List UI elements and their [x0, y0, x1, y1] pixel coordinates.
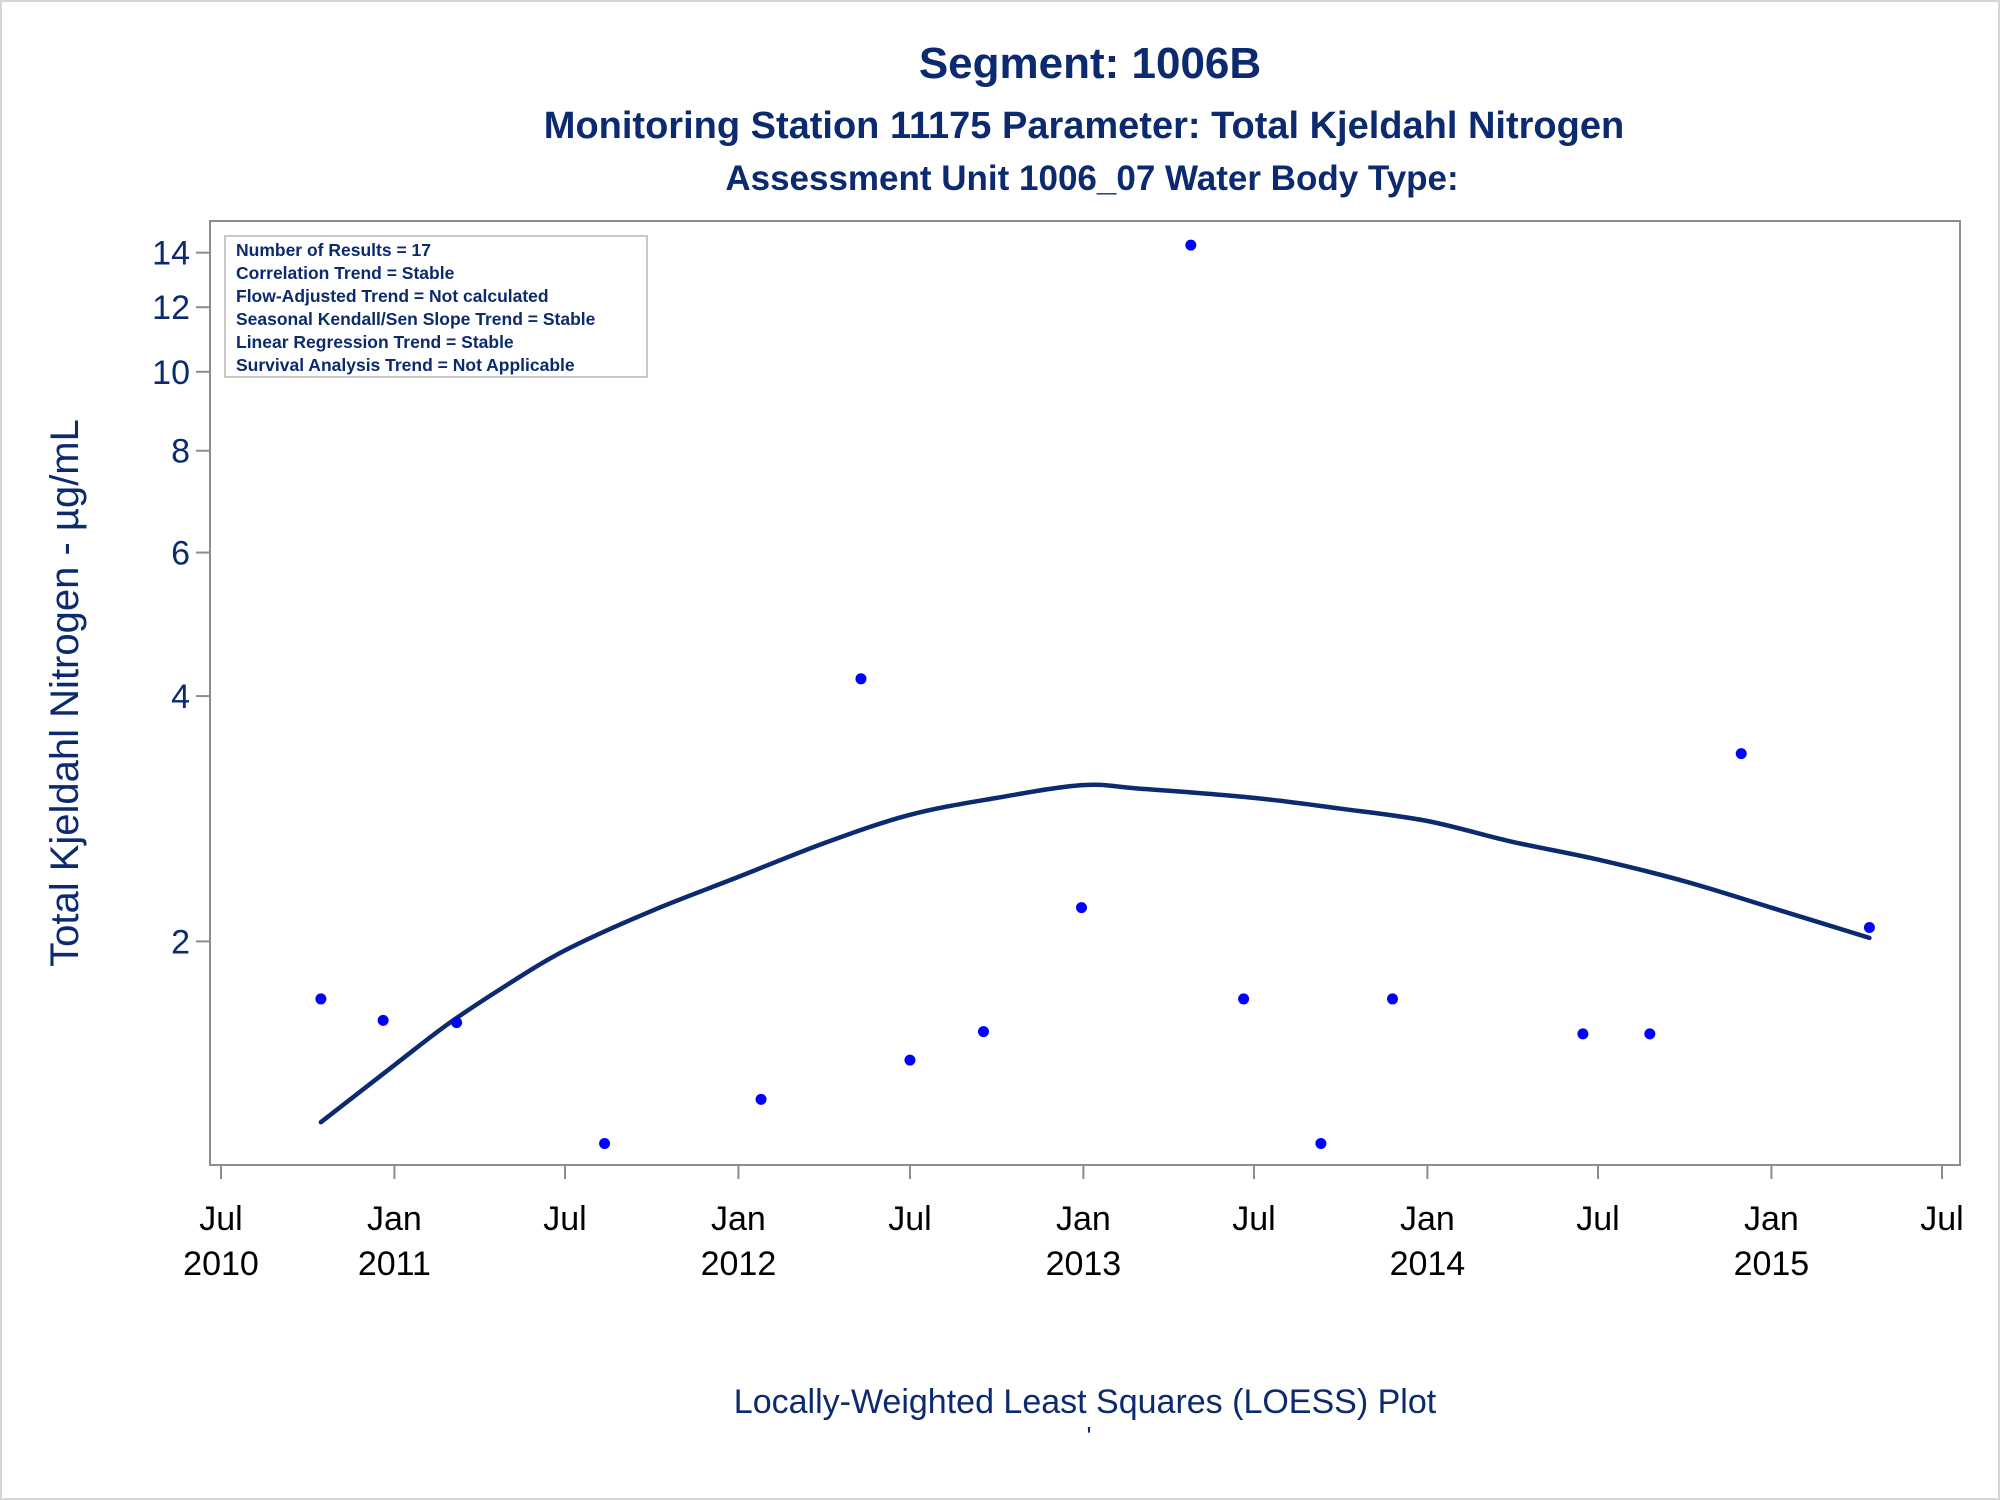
data-point	[377, 1014, 389, 1026]
data-point	[855, 673, 867, 685]
x-tick-year-label: 2012	[701, 1245, 777, 1283]
y-tick-label: 10	[152, 354, 190, 392]
legend-line-flow-adjusted: Flow-Adjusted Trend = Not calculated	[236, 286, 549, 306]
y-tick-label: 6	[171, 535, 190, 573]
x-tick-label: Jul	[543, 1200, 586, 1238]
data-point	[755, 1093, 767, 1105]
data-point	[315, 993, 327, 1005]
x-tick-year-label: 2015	[1734, 1245, 1810, 1283]
legend-line-survival: Survival Analysis Trend = Not Applicable	[236, 355, 575, 375]
data-point	[1238, 993, 1250, 1005]
chart-title: Segment: 1006B	[919, 39, 1261, 88]
x-tick-year-label: 2014	[1390, 1245, 1466, 1283]
legend-line-results: Number of Results = 17	[236, 240, 431, 260]
legend-line-correlation: Correlation Trend = Stable	[236, 263, 455, 283]
footnote-mark: '	[1087, 1421, 1092, 1451]
x-tick-year-label: 2010	[183, 1245, 259, 1283]
loess-line	[318, 782, 1872, 1125]
chart-subtitle: Monitoring Station 11175 Parameter: Tota…	[544, 105, 1624, 147]
data-point	[599, 1137, 611, 1149]
y-tick-label: 4	[171, 678, 190, 716]
x-tick-label: Jul	[1232, 1200, 1275, 1238]
x-tick-label: Jan	[1744, 1200, 1799, 1238]
legend-line-seasonal-kendall: Seasonal Kendall/Sen Slope Trend = Stabl…	[236, 309, 596, 329]
y-tick-label: 14	[152, 235, 190, 273]
data-points	[315, 239, 1875, 1149]
data-point	[1863, 922, 1875, 934]
data-point	[1076, 902, 1087, 914]
x-tick-label: Jan	[1056, 1200, 1111, 1238]
data-point	[1577, 1028, 1589, 1040]
x-tick-label: Jul	[1576, 1200, 1619, 1238]
data-point	[904, 1054, 916, 1066]
y-axis: 2 4 6 8 10 12 14	[152, 235, 210, 961]
data-point	[1185, 239, 1197, 251]
x-tick-label: Jul	[199, 1200, 242, 1238]
data-point	[1644, 1028, 1656, 1040]
y-tick-label: 8	[171, 433, 190, 471]
x-tick-label: Jan	[1400, 1200, 1455, 1238]
x-axis-label: Locally-Weighted Least Squares (LOESS) P…	[734, 1383, 1437, 1421]
data-point	[1387, 993, 1399, 1005]
data-point	[1735, 748, 1747, 760]
x-tick-year-label: 2011	[358, 1245, 431, 1283]
x-axis: Jul 2010 Jan 2011 Jul Jan 2012 Jul Jan 2013 Jul Jan…	[183, 1165, 1964, 1283]
x-tick-label: Jul	[888, 1200, 931, 1238]
x-tick-label: Jan	[367, 1200, 422, 1238]
x-tick-label: Jul	[1920, 1200, 1963, 1238]
legend-line-linear-regression: Linear Regression Trend = Stable	[236, 332, 514, 352]
y-tick-label: 12	[152, 289, 190, 327]
legend-box: Number of Results = 17 Correlation Trend…	[224, 235, 648, 378]
plot-area	[209, 220, 1961, 1166]
data-point	[977, 1026, 989, 1038]
y-axis-label: Total Kjeldahl Nitrogen - µg/mL	[43, 419, 87, 967]
x-tick-label: Jan	[711, 1200, 766, 1238]
chart-subtitle-2: Assessment Unit 1006_07 Water Body Type:	[725, 159, 1458, 198]
y-tick-label: 2	[171, 923, 190, 961]
x-tick-year-label: 2013	[1046, 1245, 1122, 1283]
data-point	[451, 1017, 463, 1029]
data-point	[1315, 1137, 1327, 1149]
